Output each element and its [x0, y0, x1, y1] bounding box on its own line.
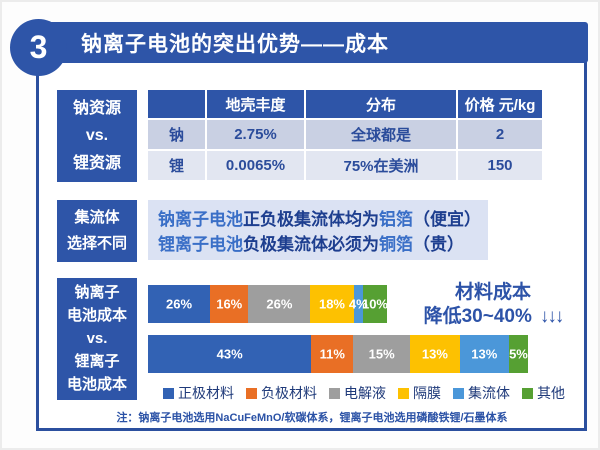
resources-label-line: 锂资源	[72, 154, 121, 172]
table-cell: 150	[458, 151, 542, 180]
bar-segment-value: 4%	[348, 296, 368, 312]
chart-legend: 正极材料 负极材料 电解液 隔膜 集流体 其他	[148, 383, 580, 403]
legend-label: 隔膜	[413, 385, 441, 401]
cost-reduction-annotation: 材料成本 降低30~40% ↓↓↓	[398, 281, 588, 329]
collector-section-label: 集流体 选择不同	[57, 200, 137, 262]
collector-label-line: 集流体	[74, 208, 120, 226]
resources-label-line: vs.	[85, 127, 109, 145]
collector-label-line: 选择不同	[66, 234, 127, 252]
bar-segment: 5%	[508, 335, 528, 373]
cost-label-line: vs.	[86, 329, 108, 347]
legend-item: 集流体	[453, 383, 510, 403]
bar-segment: 18%	[310, 285, 354, 323]
legend-label: 集流体	[468, 385, 510, 401]
cost-label-line: 电池成本	[66, 375, 127, 393]
cost-section-label: 钠离子 电池成本 vs. 锂离子 电池成本	[57, 278, 137, 400]
bar-segment-value: 16%	[216, 296, 243, 312]
bar-segment-value: 43%	[216, 346, 243, 362]
table-header-cell: 地壳丰度	[207, 90, 304, 118]
annotation-line2: 降低30~40% ↓↓↓	[398, 305, 588, 329]
legend-swatch-icon	[398, 387, 409, 399]
legend-item: 其他	[522, 383, 565, 403]
collector-line-sodium: 钠离子电池正负极集流体均为铝箔（便宜）	[158, 205, 481, 230]
legend-swatch-icon	[522, 387, 533, 399]
bar-segment: 43%	[148, 335, 312, 373]
bar-segment: 10%	[361, 285, 388, 323]
bar-segment-value: 13%	[471, 346, 498, 362]
legend-label: 正极材料	[178, 385, 234, 401]
bar-segment: 16%	[210, 285, 249, 323]
annotation-text: 降低30~40%	[423, 306, 532, 327]
annotation-line1: 材料成本	[454, 282, 531, 303]
table-header-cell: 价格 元/kg	[458, 90, 542, 118]
legend-label: 其他	[537, 385, 565, 401]
legend-item: 正极材料	[163, 383, 234, 403]
body-text: 正负极集流体均为	[243, 209, 379, 229]
body-text: 负极集流体必须为	[243, 235, 379, 255]
stacked-bar-sodium: 26% 16% 26% 18% 4% 10%	[148, 285, 388, 323]
bar-segment: 13%	[459, 335, 509, 373]
legend-item: 负极材料	[246, 383, 317, 403]
title-banner: 钠离子电池的突出优势——成本	[33, 22, 588, 63]
table-header-cell	[148, 90, 205, 118]
page-title: 钠离子电池的突出优势——成本	[81, 32, 389, 56]
highlight-text: 锂离子电池	[158, 235, 243, 255]
bar-segment-value: 10%	[361, 296, 388, 312]
legend-swatch-icon	[163, 387, 174, 399]
body-text: （便宜）	[413, 209, 481, 229]
bar-segment: 26%	[148, 285, 211, 323]
legend-swatch-icon	[246, 387, 257, 399]
bar-segment: 15%	[353, 335, 411, 373]
bar-segment-value: 26%	[166, 296, 193, 312]
resources-section-label: 钠资源 vs. 锂资源	[57, 90, 137, 182]
highlight-text: 钠离子电池	[158, 209, 243, 229]
resources-label-line: 钠资源	[72, 99, 121, 117]
legend-label: 负极材料	[261, 385, 317, 401]
table-cell: 锂	[148, 151, 205, 180]
bar-segment: 11%	[311, 335, 354, 373]
stacked-bar-lithium: 43% 11% 15% 13% 13% 5%	[148, 335, 528, 373]
highlight-text: 铝箔	[379, 209, 413, 229]
bar-segment-value: 5%	[509, 346, 528, 362]
down-arrows-icon: ↓↓↓	[539, 306, 564, 327]
highlight-text: 铜箔	[379, 235, 413, 255]
bar-segment-value: 11%	[319, 346, 345, 362]
bar-segment: 13%	[410, 335, 460, 373]
bar-segment-value: 18%	[318, 296, 345, 312]
table-cell: 全球都是	[306, 120, 456, 149]
legend-swatch-icon	[453, 387, 464, 399]
bar-segment-value: 26%	[266, 296, 293, 312]
bar-segment: 26%	[248, 285, 311, 323]
cost-label-line: 钠离子	[74, 283, 120, 301]
bar-segment-value: 13%	[421, 346, 448, 362]
bar-segment-value: 15%	[368, 346, 395, 362]
bar-segment: 4%	[349, 285, 368, 323]
footnote: 注：钠离子电池选用NaCuFeMnO/软碳体系，锂离子电池选用磷酸铁锂/石墨体系	[116, 412, 508, 424]
table-cell: 钠	[148, 120, 205, 149]
slide-number-badge: 3	[10, 19, 67, 76]
collector-info-panel: 钠离子电池正负极集流体均为铝箔（便宜） 锂离子电池负极集流体必须为铜箔（贵）	[148, 200, 488, 260]
legend-item: 隔膜	[398, 383, 441, 403]
table-cell: 2.75%	[207, 120, 304, 149]
table-cell: 75%在美洲	[306, 151, 456, 180]
collector-line-lithium: 锂离子电池负极集流体必须为铜箔（贵）	[158, 230, 478, 255]
legend-label: 电解液	[344, 385, 386, 401]
table-header-cell: 分布	[306, 90, 456, 118]
body-text: （贵）	[413, 235, 464, 255]
table-cell: 2	[458, 120, 542, 149]
table-cell: 0.0065%	[207, 151, 304, 180]
cost-label-line: 电池成本	[66, 306, 127, 324]
legend-swatch-icon	[329, 387, 340, 399]
cost-label-line: 锂离子	[74, 352, 120, 370]
resource-table: 地壳丰度 分布 价格 元/kg 钠 2.75% 全球都是 2 锂 0.0065%…	[148, 90, 542, 180]
legend-item: 电解液	[329, 383, 386, 403]
